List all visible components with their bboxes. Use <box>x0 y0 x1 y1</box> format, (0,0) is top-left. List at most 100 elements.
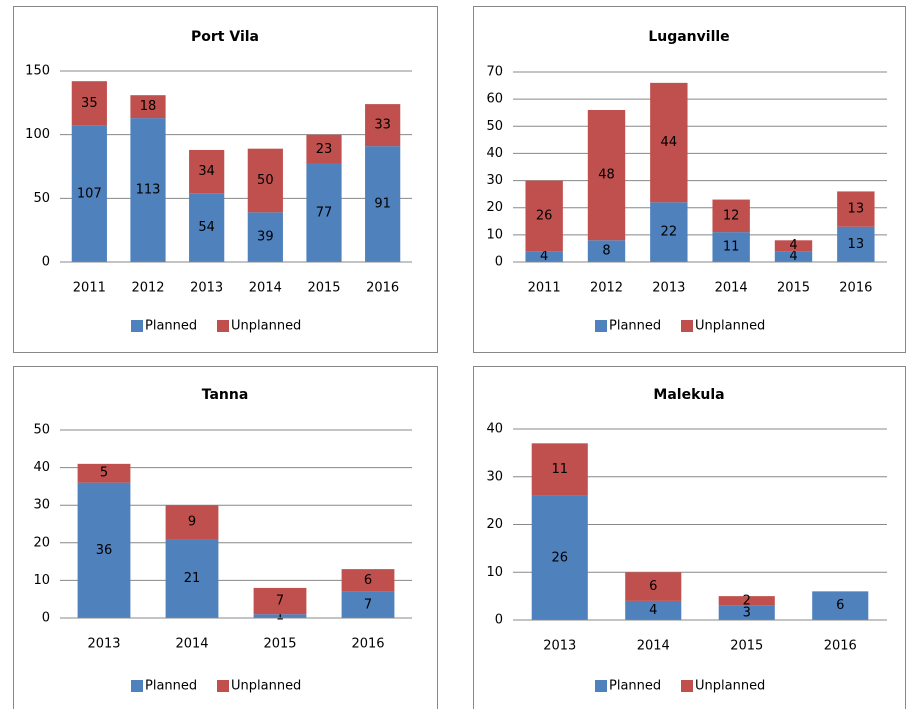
legend-label: Planned <box>609 319 661 334</box>
chart-title: Port Vila <box>191 29 259 45</box>
bar-segment <box>718 605 775 620</box>
data-label: 34 <box>198 164 215 179</box>
y-tick-label: 150 <box>25 64 50 79</box>
y-tick-label: 50 <box>33 423 50 438</box>
data-label: 4 <box>789 238 797 253</box>
bar-segment <box>165 539 219 618</box>
data-label: 11 <box>551 462 568 477</box>
data-label: 6 <box>364 573 372 588</box>
bar-segment <box>306 163 342 262</box>
bar-segment <box>253 614 307 618</box>
chart-frame <box>473 6 906 353</box>
y-tick-label: 70 <box>486 65 503 80</box>
bar-segment <box>650 202 688 262</box>
bar-segment <box>247 148 283 213</box>
bar-segment <box>341 591 395 618</box>
x-tick-label: 2013 <box>190 281 223 296</box>
x-tick-label: 2013 <box>87 637 120 652</box>
data-label: 11 <box>723 240 740 255</box>
y-tick-label: 0 <box>495 613 503 628</box>
data-label: 36 <box>96 543 113 558</box>
bar-segment <box>130 118 166 262</box>
data-label: 13 <box>848 237 865 252</box>
y-tick-label: 20 <box>486 200 503 215</box>
bar-segment <box>525 180 563 252</box>
legend-swatch <box>131 320 143 332</box>
legend-swatch <box>681 680 693 692</box>
data-label: 35 <box>81 96 98 111</box>
legend-swatch <box>217 320 229 332</box>
bar-segment <box>837 191 875 227</box>
y-tick-label: 30 <box>486 173 503 188</box>
x-tick-label: 2011 <box>528 281 561 296</box>
x-tick-label: 2014 <box>715 281 748 296</box>
y-tick-label: 10 <box>33 573 50 588</box>
data-label: 39 <box>257 230 274 245</box>
bar-segment <box>365 104 401 147</box>
legend-swatch <box>681 320 693 332</box>
chart-frame <box>13 366 438 709</box>
bar-segment <box>189 193 225 262</box>
bar-segment <box>130 95 166 119</box>
legend-label: Planned <box>145 319 197 334</box>
data-label: 91 <box>374 197 391 212</box>
x-tick-label: 2012 <box>590 281 623 296</box>
x-tick-label: 2014 <box>637 639 670 654</box>
x-tick-label: 2015 <box>307 281 340 296</box>
x-tick-label: 2016 <box>351 637 384 652</box>
bar-segment <box>77 482 131 618</box>
data-label: 18 <box>140 99 157 114</box>
x-tick-label: 2012 <box>131 281 164 296</box>
legend-swatch <box>595 680 607 692</box>
bar-segment <box>71 125 107 263</box>
data-label: 26 <box>551 550 568 565</box>
legend-label: Unplanned <box>695 679 765 694</box>
data-label: 7 <box>276 594 284 609</box>
legend-label: Planned <box>609 679 661 694</box>
x-tick-label: 2014 <box>175 637 208 652</box>
bar-segment <box>812 591 869 620</box>
legend-swatch <box>595 320 607 332</box>
bar-segment <box>77 463 131 483</box>
data-label: 107 <box>77 186 102 201</box>
data-label: 3 <box>743 605 751 620</box>
y-tick-label: 10 <box>486 227 503 242</box>
data-label: 2 <box>743 593 751 608</box>
bar-segment <box>712 232 750 262</box>
bar-segment <box>837 226 875 262</box>
legend-swatch <box>217 680 229 692</box>
data-label: 13 <box>848 202 865 217</box>
y-tick-label: 50 <box>486 119 503 134</box>
data-label: 1 <box>276 609 284 624</box>
legend-label: Unplanned <box>231 679 301 694</box>
legend-label: Unplanned <box>695 319 765 334</box>
data-label: 23 <box>316 142 333 157</box>
data-label: 4 <box>540 249 548 264</box>
bar-segment <box>587 240 626 262</box>
x-tick-label: 2015 <box>263 637 296 652</box>
x-tick-label: 2015 <box>777 281 810 296</box>
bar-segment <box>71 81 107 126</box>
bar-segment <box>531 495 588 620</box>
y-tick-label: 40 <box>486 422 503 437</box>
data-label: 5 <box>100 466 108 481</box>
legend-label: Planned <box>145 679 197 694</box>
data-label: 21 <box>184 571 201 586</box>
bar-segment <box>253 587 307 615</box>
data-label: 113 <box>136 183 161 198</box>
bar-segment <box>531 443 588 496</box>
data-label: 48 <box>598 168 615 183</box>
bar-segment <box>625 572 682 601</box>
y-tick-label: 20 <box>486 517 503 532</box>
x-tick-label: 2013 <box>652 281 685 296</box>
y-tick-label: 0 <box>42 255 50 270</box>
y-tick-label: 30 <box>486 469 503 484</box>
bar-segment <box>365 146 401 262</box>
data-label: 26 <box>536 208 553 223</box>
bar-segment <box>587 110 626 241</box>
chart-title: Luganville <box>648 29 729 45</box>
chart-title: Tanna <box>202 387 249 403</box>
data-label: 50 <box>257 173 274 188</box>
x-tick-label: 2016 <box>839 281 872 296</box>
